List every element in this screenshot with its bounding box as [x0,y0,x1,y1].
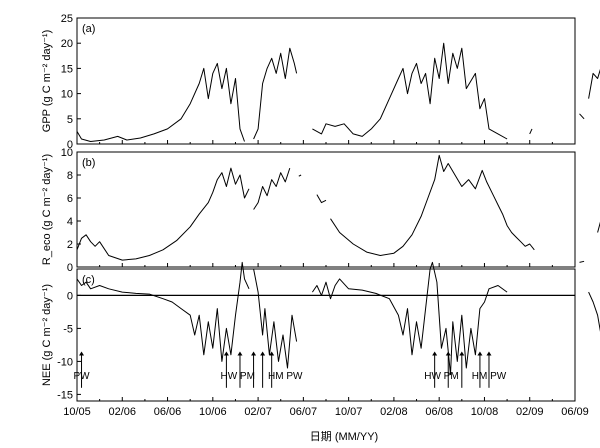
event-label: PW [73,371,90,382]
y-tick-label: 10 [61,89,73,101]
event-arrow-head [260,351,266,356]
series-line-segment [76,167,250,261]
series-line-segment [253,47,298,140]
x-tick-label: 02/06 [109,406,137,418]
y-tick-label: 0 [67,290,73,302]
panel-label: (c) [82,274,95,286]
x-tick-label: 06/08 [425,406,453,418]
y-tick-label: -10 [57,356,73,368]
x-tick-label: 02/07 [244,406,272,418]
x-tick-label: 02/08 [380,406,408,418]
event-arrow-head [432,351,438,356]
event-label: HW PM [220,371,254,382]
event-arrow-head [223,351,229,356]
x-tick-label: 06/06 [154,406,182,418]
event-arrow-head [486,351,492,356]
y-tick-label: 0 [67,139,73,151]
panel-2: 0 2 4 6 8 10 (b) R_eco (g C m⁻² day⁻¹) [41,147,600,274]
y-axis-title: R_eco (g C m⁻² day⁻¹) [41,154,53,265]
series-line-segment [579,260,585,263]
series-line-segment [253,268,298,369]
event-arrow-head [79,351,85,356]
panel-3: -15 -10 -5 0 (c) NEE (g C m⁻² day⁻¹) PW HW PM HM… [41,261,600,418]
event-arrow-head [445,351,451,356]
y-tick-label: 5 [67,114,73,126]
event-label: HW PM [424,371,458,382]
panel-frame [76,17,576,145]
y-axis-title: NEE (g C m⁻² day⁻¹) [41,284,53,386]
y-tick-label: 6 [67,193,73,205]
x-axis-title: 日期 (MM/YY) [310,430,378,443]
x-tick-label: 06/07 [290,406,318,418]
y-tick-label: 2 [67,239,73,251]
series-line-segment [298,174,302,177]
series-line-segment [588,68,600,99]
series-line-segment [253,167,291,210]
series-line-segment [330,154,535,256]
x-tick-label: 10/08 [471,406,499,418]
x-tick-label: 02/09 [516,406,544,418]
y-tick-label: 0 [67,262,73,274]
y-axis-title: GPP (g C m⁻² day⁻¹) [41,30,53,132]
y-tick-label: -5 [63,323,73,335]
panels: 0 5 10 15 20 25 (a) GPP (g C m⁻² day⁻¹) 0 2 4 6 8 10 (… [41,13,600,418]
y-tick-label: 20 [61,38,73,50]
event-arrow-head [459,351,465,356]
event-arrow-head [269,351,275,356]
y-tick-label: 25 [61,13,73,25]
y-tick-label: 10 [61,147,73,159]
series-line-segment [529,128,533,135]
event-label: HM PW [268,371,303,382]
event-label: HM PW [472,371,507,382]
panel-label: (b) [82,157,95,169]
series-line-segment [76,261,250,362]
y-tick-label: 15 [61,63,73,75]
series-line-segment [588,291,600,332]
x-tick-label: 10/06 [199,406,227,418]
event-arrow-head [477,351,483,356]
panel-1: 0 5 10 15 20 25 (a) GPP (g C m⁻² day⁻¹) [41,13,600,151]
event-arrow-head [251,351,257,356]
panel-label: (a) [82,23,95,35]
series-line-segment [316,194,327,204]
series-line-segment [312,42,508,140]
event-arrow-head [237,351,243,356]
series-line-segment [579,113,585,120]
y-tick-label: -15 [57,389,73,401]
x-tick-label: 10/05 [63,406,91,418]
series-line-segment [311,261,508,376]
x-tick-label: 10/07 [335,406,363,418]
y-tick-label: 4 [67,216,73,228]
y-tick-label: 8 [67,170,73,182]
series-line-segment [76,62,245,142]
x-tick-label: 06/09 [561,406,589,418]
